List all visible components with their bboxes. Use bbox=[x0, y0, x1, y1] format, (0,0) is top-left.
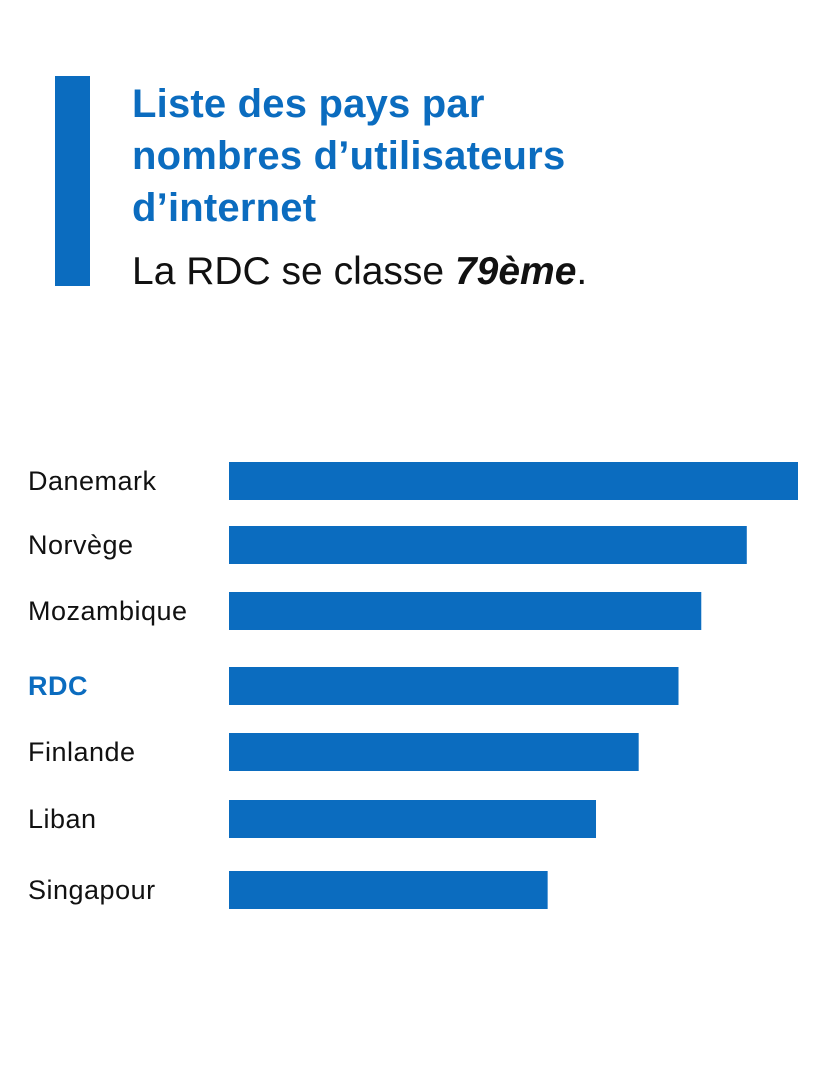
category-label-norvege: Norvège bbox=[28, 530, 134, 560]
category-label-liban: Liban bbox=[28, 804, 97, 834]
title-line-3: d’internet bbox=[132, 186, 317, 230]
bar-mozambique bbox=[229, 592, 702, 630]
subtitle-suffix: . bbox=[576, 250, 588, 293]
bar-rdc bbox=[229, 667, 679, 705]
category-label-mozambique: Mozambique bbox=[28, 596, 188, 626]
page-subtitle: La RDC se classe 79ème. bbox=[132, 246, 587, 298]
subtitle-prefix: La RDC se classe bbox=[132, 250, 455, 293]
category-label-danemark: Danemark bbox=[28, 466, 157, 496]
title-line-2: nombres d’utilisateurs bbox=[132, 134, 566, 178]
category-label-finlande: Finlande bbox=[28, 737, 136, 767]
bar-liban bbox=[229, 800, 597, 838]
bar-danemark bbox=[229, 462, 798, 500]
title-line-1: Liste des pays par bbox=[132, 82, 485, 126]
subtitle-rank: 79ème bbox=[454, 250, 577, 293]
bar-norvege bbox=[229, 526, 747, 564]
bar-singapour bbox=[229, 871, 548, 909]
page-title: Liste des pays par nombres d’utilisateur… bbox=[132, 78, 792, 234]
category-label-singapour: Singapour bbox=[28, 875, 156, 905]
bar-finlande bbox=[229, 733, 639, 771]
title-accent-bar bbox=[55, 76, 90, 286]
category-label-rdc: RDC bbox=[28, 671, 88, 701]
